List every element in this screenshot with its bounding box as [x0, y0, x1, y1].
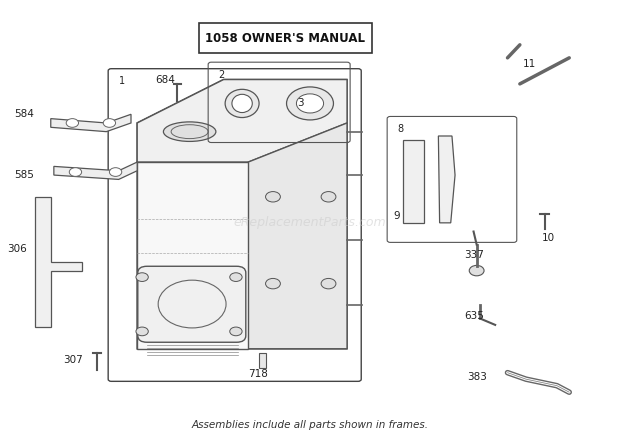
Bar [259, 353, 266, 368]
Circle shape [265, 191, 280, 202]
Text: 307: 307 [63, 354, 83, 364]
Circle shape [136, 327, 148, 336]
Circle shape [104, 118, 115, 127]
Text: 718: 718 [248, 369, 268, 379]
Ellipse shape [232, 94, 252, 113]
Text: 2: 2 [219, 69, 225, 80]
Circle shape [321, 191, 336, 202]
Circle shape [69, 168, 82, 177]
Bar [199, 23, 372, 53]
Text: 383: 383 [467, 372, 487, 382]
Polygon shape [35, 197, 82, 327]
Text: 10: 10 [541, 233, 554, 243]
Circle shape [136, 273, 148, 281]
Polygon shape [438, 136, 455, 223]
Ellipse shape [225, 89, 259, 118]
Polygon shape [51, 114, 131, 132]
Text: 11: 11 [523, 59, 536, 69]
Circle shape [286, 87, 334, 120]
Circle shape [230, 273, 242, 281]
Text: 684: 684 [156, 75, 175, 84]
Ellipse shape [164, 122, 216, 142]
Text: eReplacementParts.com: eReplacementParts.com [234, 216, 386, 229]
FancyBboxPatch shape [138, 266, 246, 342]
Circle shape [321, 278, 336, 289]
Text: 584: 584 [14, 109, 33, 119]
Text: 635: 635 [464, 311, 484, 321]
Circle shape [469, 265, 484, 276]
Circle shape [230, 327, 242, 336]
Polygon shape [248, 123, 347, 349]
Text: 3: 3 [298, 98, 304, 108]
Text: 337: 337 [464, 250, 484, 260]
Text: 9: 9 [393, 212, 400, 221]
Circle shape [265, 278, 280, 289]
Polygon shape [54, 162, 137, 180]
Text: 8: 8 [397, 124, 404, 134]
Text: 1: 1 [118, 76, 125, 86]
Polygon shape [137, 80, 347, 162]
Text: 1058 OWNER'S MANUAL: 1058 OWNER'S MANUAL [205, 32, 365, 45]
Text: 306: 306 [7, 244, 27, 254]
Circle shape [66, 118, 79, 127]
Polygon shape [402, 140, 424, 223]
Text: Assemblies include all parts shown in frames.: Assemblies include all parts shown in fr… [192, 420, 428, 430]
Circle shape [296, 94, 324, 113]
Polygon shape [137, 162, 248, 349]
Text: 585: 585 [14, 170, 33, 180]
Circle shape [109, 168, 122, 177]
